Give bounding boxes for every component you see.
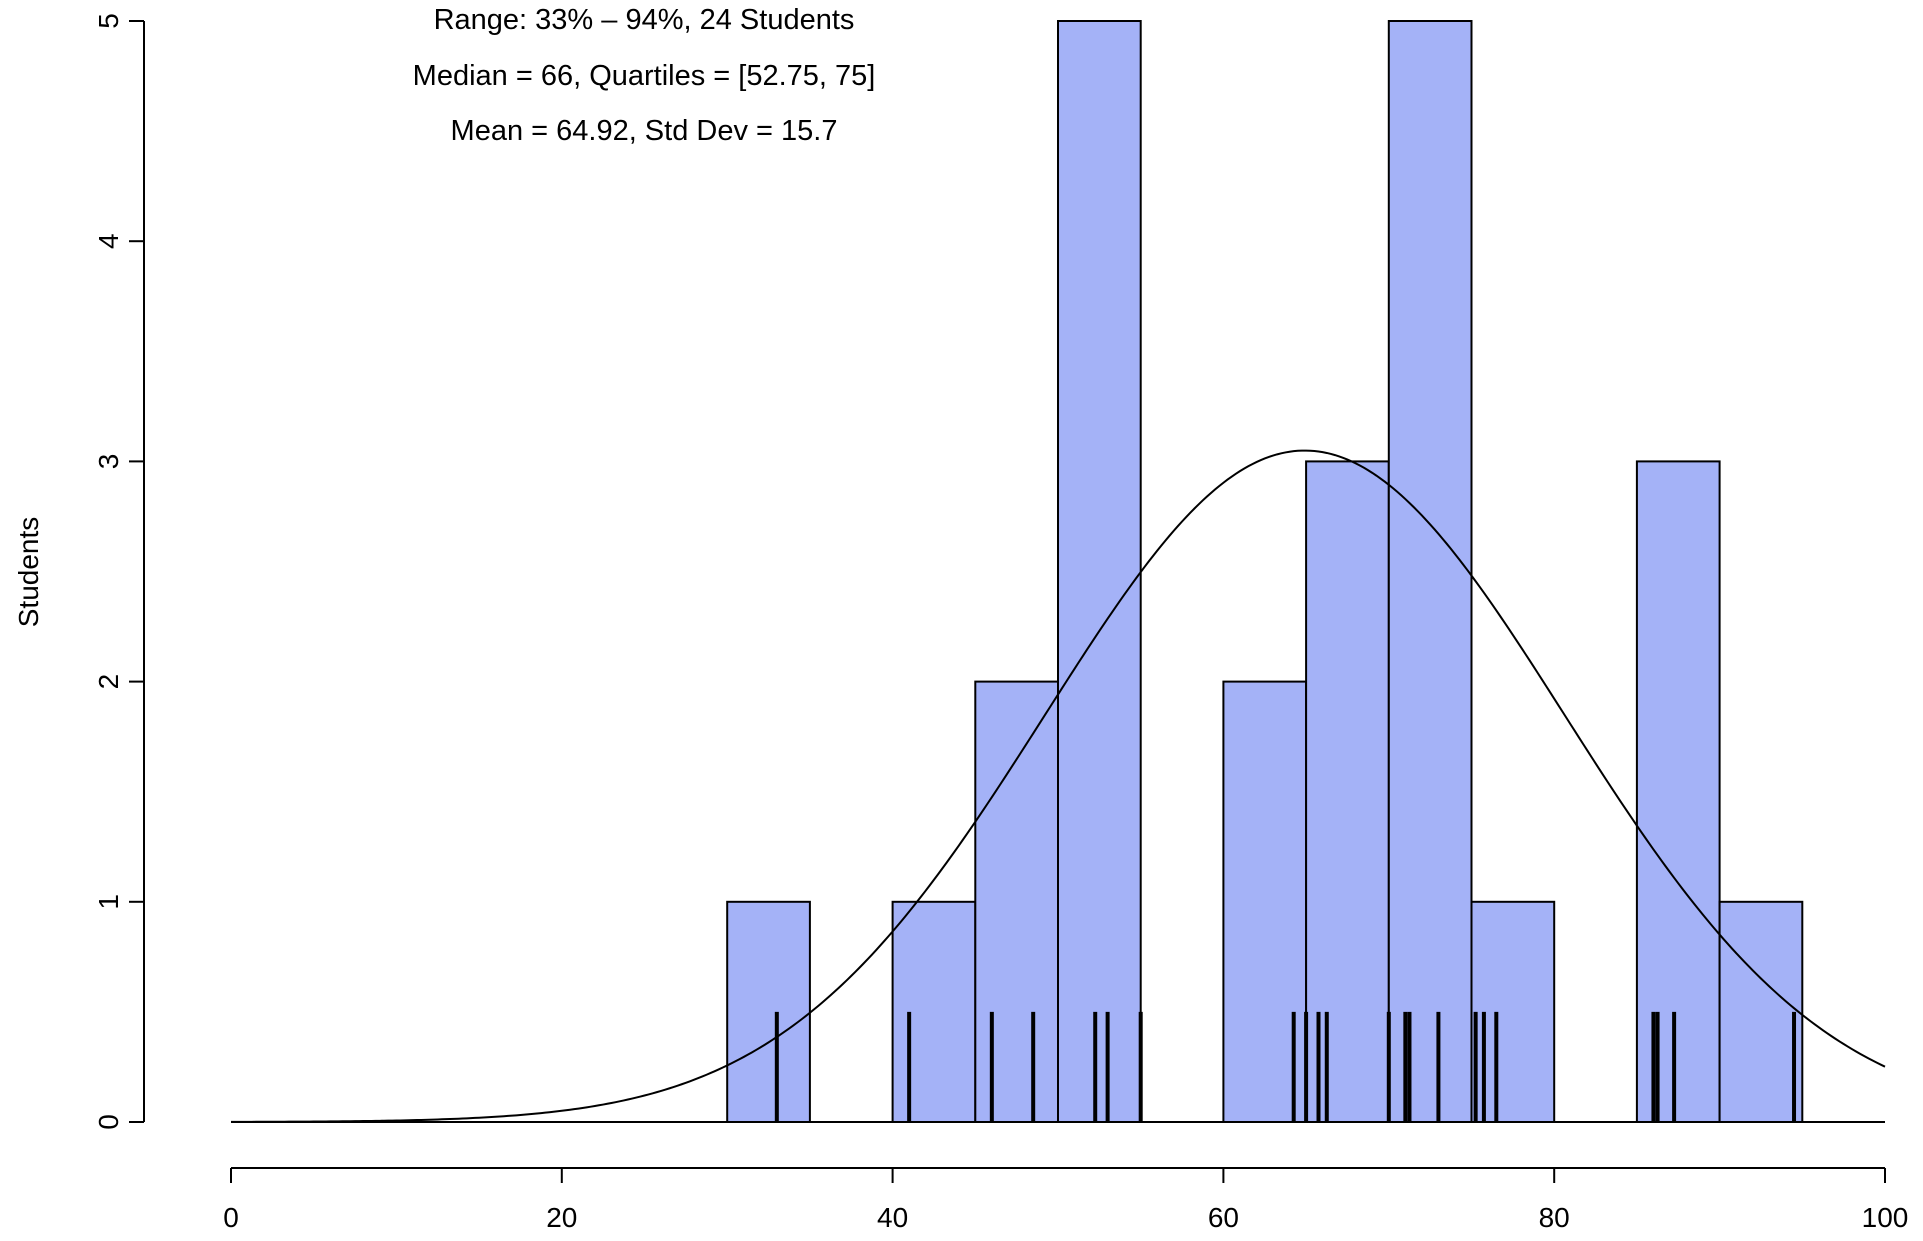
y-tick-label: 4 (93, 233, 124, 249)
y-tick-label: 3 (93, 454, 124, 470)
histogram-bar-40-45 (891, 900, 977, 1123)
normal-curve (230, 449, 1886, 1123)
x-tick-label: 60 (1208, 1202, 1239, 1233)
histogram-bar-45-50 (974, 680, 1059, 1123)
y-tick-label: 1 (93, 894, 124, 910)
y-tick-label: 2 (93, 674, 124, 690)
histogram-bar-30-35 (726, 900, 811, 1123)
histogram-bar-70-75 (1387, 20, 1473, 1123)
rug-marks (774, 1011, 1797, 1122)
x-axis: 0 20 40 60 80 100 (223, 1167, 1909, 1233)
x-tick-label: 0 (223, 1202, 239, 1233)
histogram-bar-90-95 (1718, 900, 1804, 1123)
y-tick-label: 5 (93, 13, 124, 29)
histogram-bar-50-55 (1057, 20, 1142, 1123)
x-tick-label: 80 (1539, 1202, 1570, 1233)
stats-mean-line: Mean = 64.92, Std Dev = 15.7 (451, 115, 838, 147)
histogram-bars (726, 20, 1804, 1123)
histogram-bar-85-90 (1635, 460, 1721, 1123)
x-tick-label: 20 (546, 1202, 577, 1233)
x-tick-label: 100 (1862, 1202, 1909, 1233)
x-tick-label: 40 (877, 1202, 908, 1233)
stats-median-line: Median = 66, Quartiles = [52.75, 75] (413, 60, 876, 92)
y-tick-label: 0 (93, 1114, 124, 1130)
histogram-bar-65-70 (1305, 460, 1390, 1123)
stats-range-line: Range: 33% – 94%, 24 Students (434, 4, 855, 36)
y-axis: 0 1 2 3 4 5 (93, 13, 145, 1130)
y-axis-label: Students (13, 517, 44, 628)
